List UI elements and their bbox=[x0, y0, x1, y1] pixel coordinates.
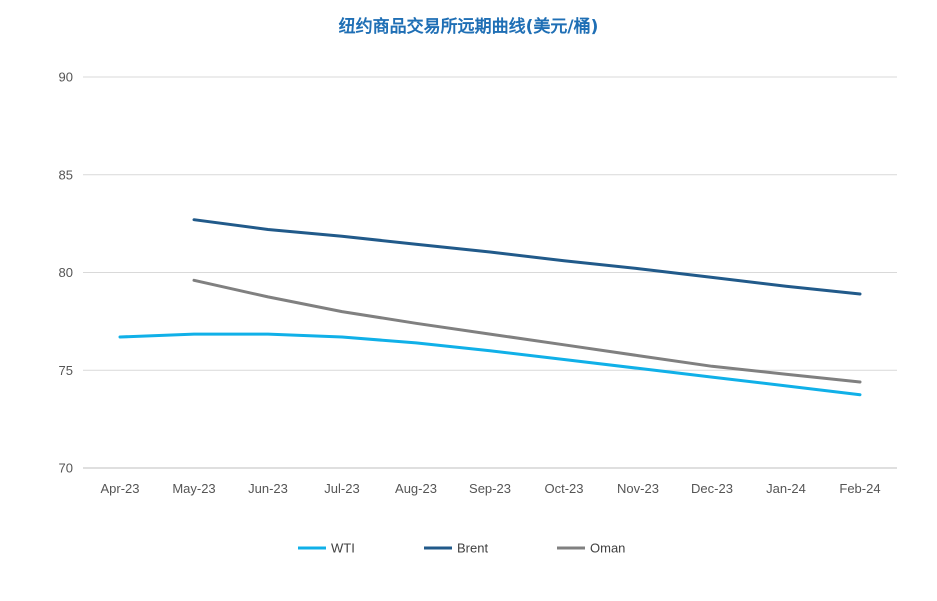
y-tick-label: 75 bbox=[59, 363, 73, 378]
series-line-oman bbox=[192, 278, 862, 384]
legend-item-brent: Brent bbox=[424, 541, 488, 556]
x-tick-label: Jun-23 bbox=[248, 481, 288, 496]
x-tick-label: Apr-23 bbox=[100, 481, 139, 496]
legend-item-wti: WTI bbox=[298, 541, 355, 556]
series-lines bbox=[118, 218, 862, 397]
legend-label: Brent bbox=[457, 541, 488, 556]
y-tick-label: 85 bbox=[59, 167, 73, 182]
y-tick-label: 80 bbox=[59, 265, 73, 280]
chart-title: 纽约商品交易所远期曲线(美元/桶) bbox=[338, 17, 599, 37]
legend-item-oman: Oman bbox=[557, 541, 625, 556]
legend-label: WTI bbox=[331, 541, 355, 556]
x-tick-label: Dec-23 bbox=[691, 481, 733, 496]
y-tick-label: 70 bbox=[59, 461, 73, 476]
legend: WTI Brent Oman bbox=[298, 541, 625, 556]
x-tick-label: Feb-24 bbox=[839, 481, 880, 496]
x-tick-label: Jul-23 bbox=[324, 481, 359, 496]
legend-label: Oman bbox=[590, 541, 625, 556]
x-tick-label: Nov-23 bbox=[617, 481, 659, 496]
y-tick-label: 90 bbox=[59, 70, 73, 85]
x-tick-label: Oct-23 bbox=[544, 481, 583, 496]
gridlines bbox=[83, 76, 897, 469]
series-line-wti bbox=[118, 332, 862, 397]
x-tick-label: Aug-23 bbox=[395, 481, 437, 496]
x-tick-label: Sep-23 bbox=[469, 481, 511, 496]
x-tick-label: Jan-24 bbox=[766, 481, 806, 496]
axes: 70 75 80 85 90 Apr-23 May-23 Jun-23 Jul-23 Aug-23… bbox=[59, 70, 881, 497]
series-line-brent bbox=[192, 218, 862, 296]
x-tick-label: May-23 bbox=[172, 481, 215, 496]
